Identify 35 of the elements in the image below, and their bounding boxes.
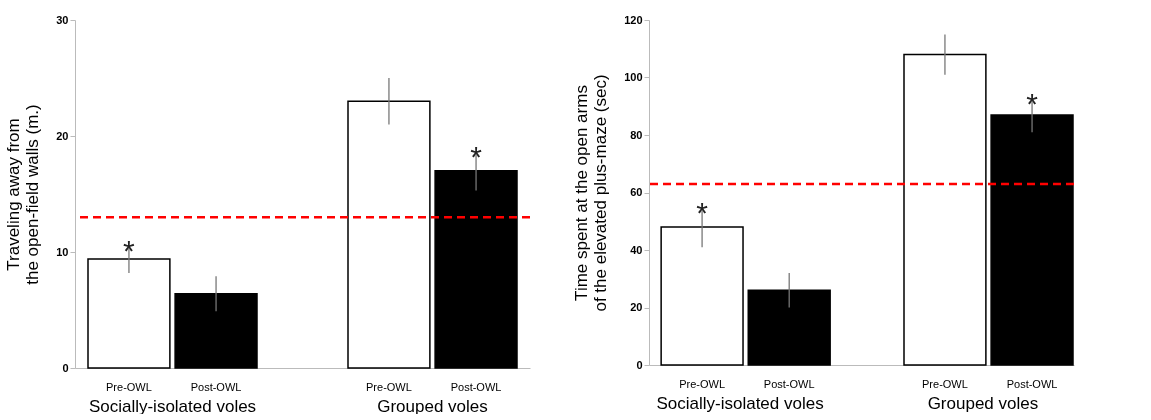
bar xyxy=(434,170,518,369)
text: Post-OWL xyxy=(450,381,502,393)
y-axis-title: Traveling away from the open-field walls (m.) xyxy=(4,104,43,285)
bar xyxy=(660,226,744,366)
y-tick-label: 120 xyxy=(624,13,643,26)
bar xyxy=(990,114,1074,366)
x-tick-label: Grouped voles xyxy=(927,393,1039,413)
y-tick-label: 60 xyxy=(630,186,643,198)
text: Pre-OWL xyxy=(922,378,968,390)
annotation: * xyxy=(1026,86,1039,120)
y-tick-label: 30 xyxy=(56,13,69,26)
y-tick-label: 20 xyxy=(56,129,69,142)
series-label: Pre-OWL xyxy=(106,381,152,393)
y-tick-label: 100 xyxy=(624,71,643,83)
y-tick-label: 0 xyxy=(636,358,643,371)
series-label: Post-OWL xyxy=(763,378,815,390)
series-label: Pre-OWL xyxy=(679,378,726,390)
y-tick-label: 20 xyxy=(630,301,643,313)
bar xyxy=(347,100,431,369)
bar xyxy=(174,293,258,369)
y-tick-label: 0 xyxy=(62,361,69,374)
annotation: * xyxy=(123,234,136,268)
text: Post-OWL xyxy=(1006,378,1058,390)
series-label: Post-OWL xyxy=(190,381,242,393)
annotation: * xyxy=(470,140,483,174)
y-tick-label: 80 xyxy=(630,128,643,141)
annotation: * xyxy=(696,195,709,229)
bar xyxy=(747,289,831,366)
y-axis-title: Time spent at the open arms of the elevated plus-maze (sec) xyxy=(572,74,611,312)
y-tick-label: 40 xyxy=(630,243,643,256)
bar xyxy=(903,53,987,366)
y-tick-label: 10 xyxy=(56,245,69,258)
bar xyxy=(87,258,171,369)
text: Pre-OWL xyxy=(366,381,412,393)
x-tick-label: Socially-isolated voles xyxy=(656,393,824,413)
